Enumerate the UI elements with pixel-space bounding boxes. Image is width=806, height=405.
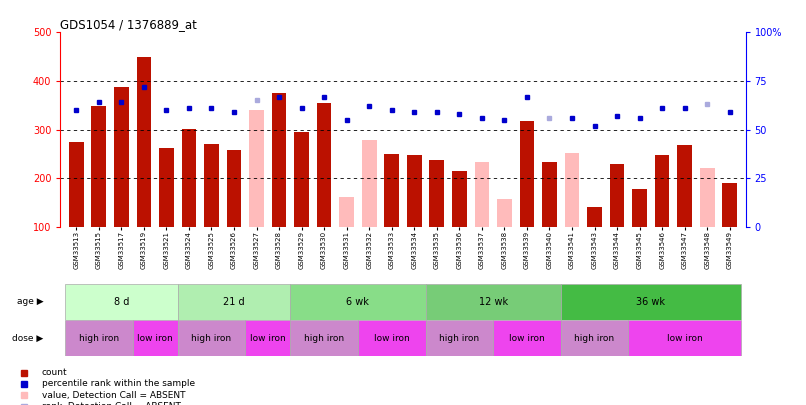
Text: 21 d: 21 d: [223, 297, 245, 307]
Bar: [677, 145, 692, 227]
Bar: [91, 106, 106, 227]
Bar: [159, 147, 174, 227]
Bar: [272, 93, 286, 227]
Bar: [426, 320, 493, 356]
Bar: [290, 284, 426, 320]
Text: high iron: high iron: [304, 334, 344, 343]
Bar: [249, 110, 264, 227]
Bar: [426, 284, 561, 320]
Text: count: count: [42, 368, 68, 377]
Text: high iron: high iron: [575, 334, 615, 343]
Bar: [654, 155, 670, 227]
Text: 8 d: 8 d: [114, 297, 129, 307]
Text: dose ▶: dose ▶: [12, 334, 44, 343]
Bar: [65, 320, 132, 356]
Text: high iron: high iron: [439, 334, 480, 343]
Bar: [290, 320, 358, 356]
Bar: [407, 155, 422, 227]
Bar: [177, 320, 245, 356]
Text: percentile rank within the sample: percentile rank within the sample: [42, 379, 195, 388]
Bar: [294, 132, 309, 227]
Bar: [317, 103, 331, 227]
Bar: [497, 199, 512, 227]
Bar: [493, 320, 561, 356]
Bar: [204, 144, 218, 227]
Text: 12 wk: 12 wk: [479, 297, 508, 307]
Bar: [226, 150, 241, 227]
Bar: [475, 162, 489, 227]
Bar: [542, 162, 557, 227]
Bar: [177, 284, 290, 320]
Bar: [700, 168, 715, 227]
Bar: [181, 129, 196, 227]
Bar: [384, 154, 399, 227]
Text: low iron: low iron: [137, 334, 173, 343]
Text: high iron: high iron: [79, 334, 118, 343]
Text: 36 wk: 36 wk: [637, 297, 666, 307]
Text: age ▶: age ▶: [17, 297, 44, 306]
Bar: [69, 142, 84, 227]
Bar: [452, 171, 467, 227]
Bar: [358, 320, 426, 356]
Text: GDS1054 / 1376889_at: GDS1054 / 1376889_at: [60, 18, 197, 31]
Text: low iron: low iron: [509, 334, 545, 343]
Text: value, Detection Call = ABSENT: value, Detection Call = ABSENT: [42, 391, 185, 400]
Bar: [610, 164, 625, 227]
Text: low iron: low iron: [374, 334, 409, 343]
Bar: [632, 189, 647, 227]
Bar: [561, 320, 629, 356]
Bar: [629, 320, 741, 356]
Bar: [520, 121, 534, 227]
Bar: [722, 183, 737, 227]
Text: high iron: high iron: [191, 334, 231, 343]
Text: rank, Detection Call = ABSENT: rank, Detection Call = ABSENT: [42, 402, 181, 405]
Bar: [114, 87, 129, 227]
Bar: [561, 284, 741, 320]
Bar: [565, 153, 580, 227]
Text: low iron: low iron: [667, 334, 703, 343]
Bar: [430, 160, 444, 227]
Text: 6 wk: 6 wk: [347, 297, 369, 307]
Text: low iron: low iron: [250, 334, 285, 343]
Bar: [245, 320, 290, 356]
Bar: [65, 284, 177, 320]
Bar: [339, 197, 354, 227]
Bar: [588, 207, 602, 227]
Bar: [132, 320, 177, 356]
Bar: [362, 140, 376, 227]
Bar: [136, 57, 152, 227]
